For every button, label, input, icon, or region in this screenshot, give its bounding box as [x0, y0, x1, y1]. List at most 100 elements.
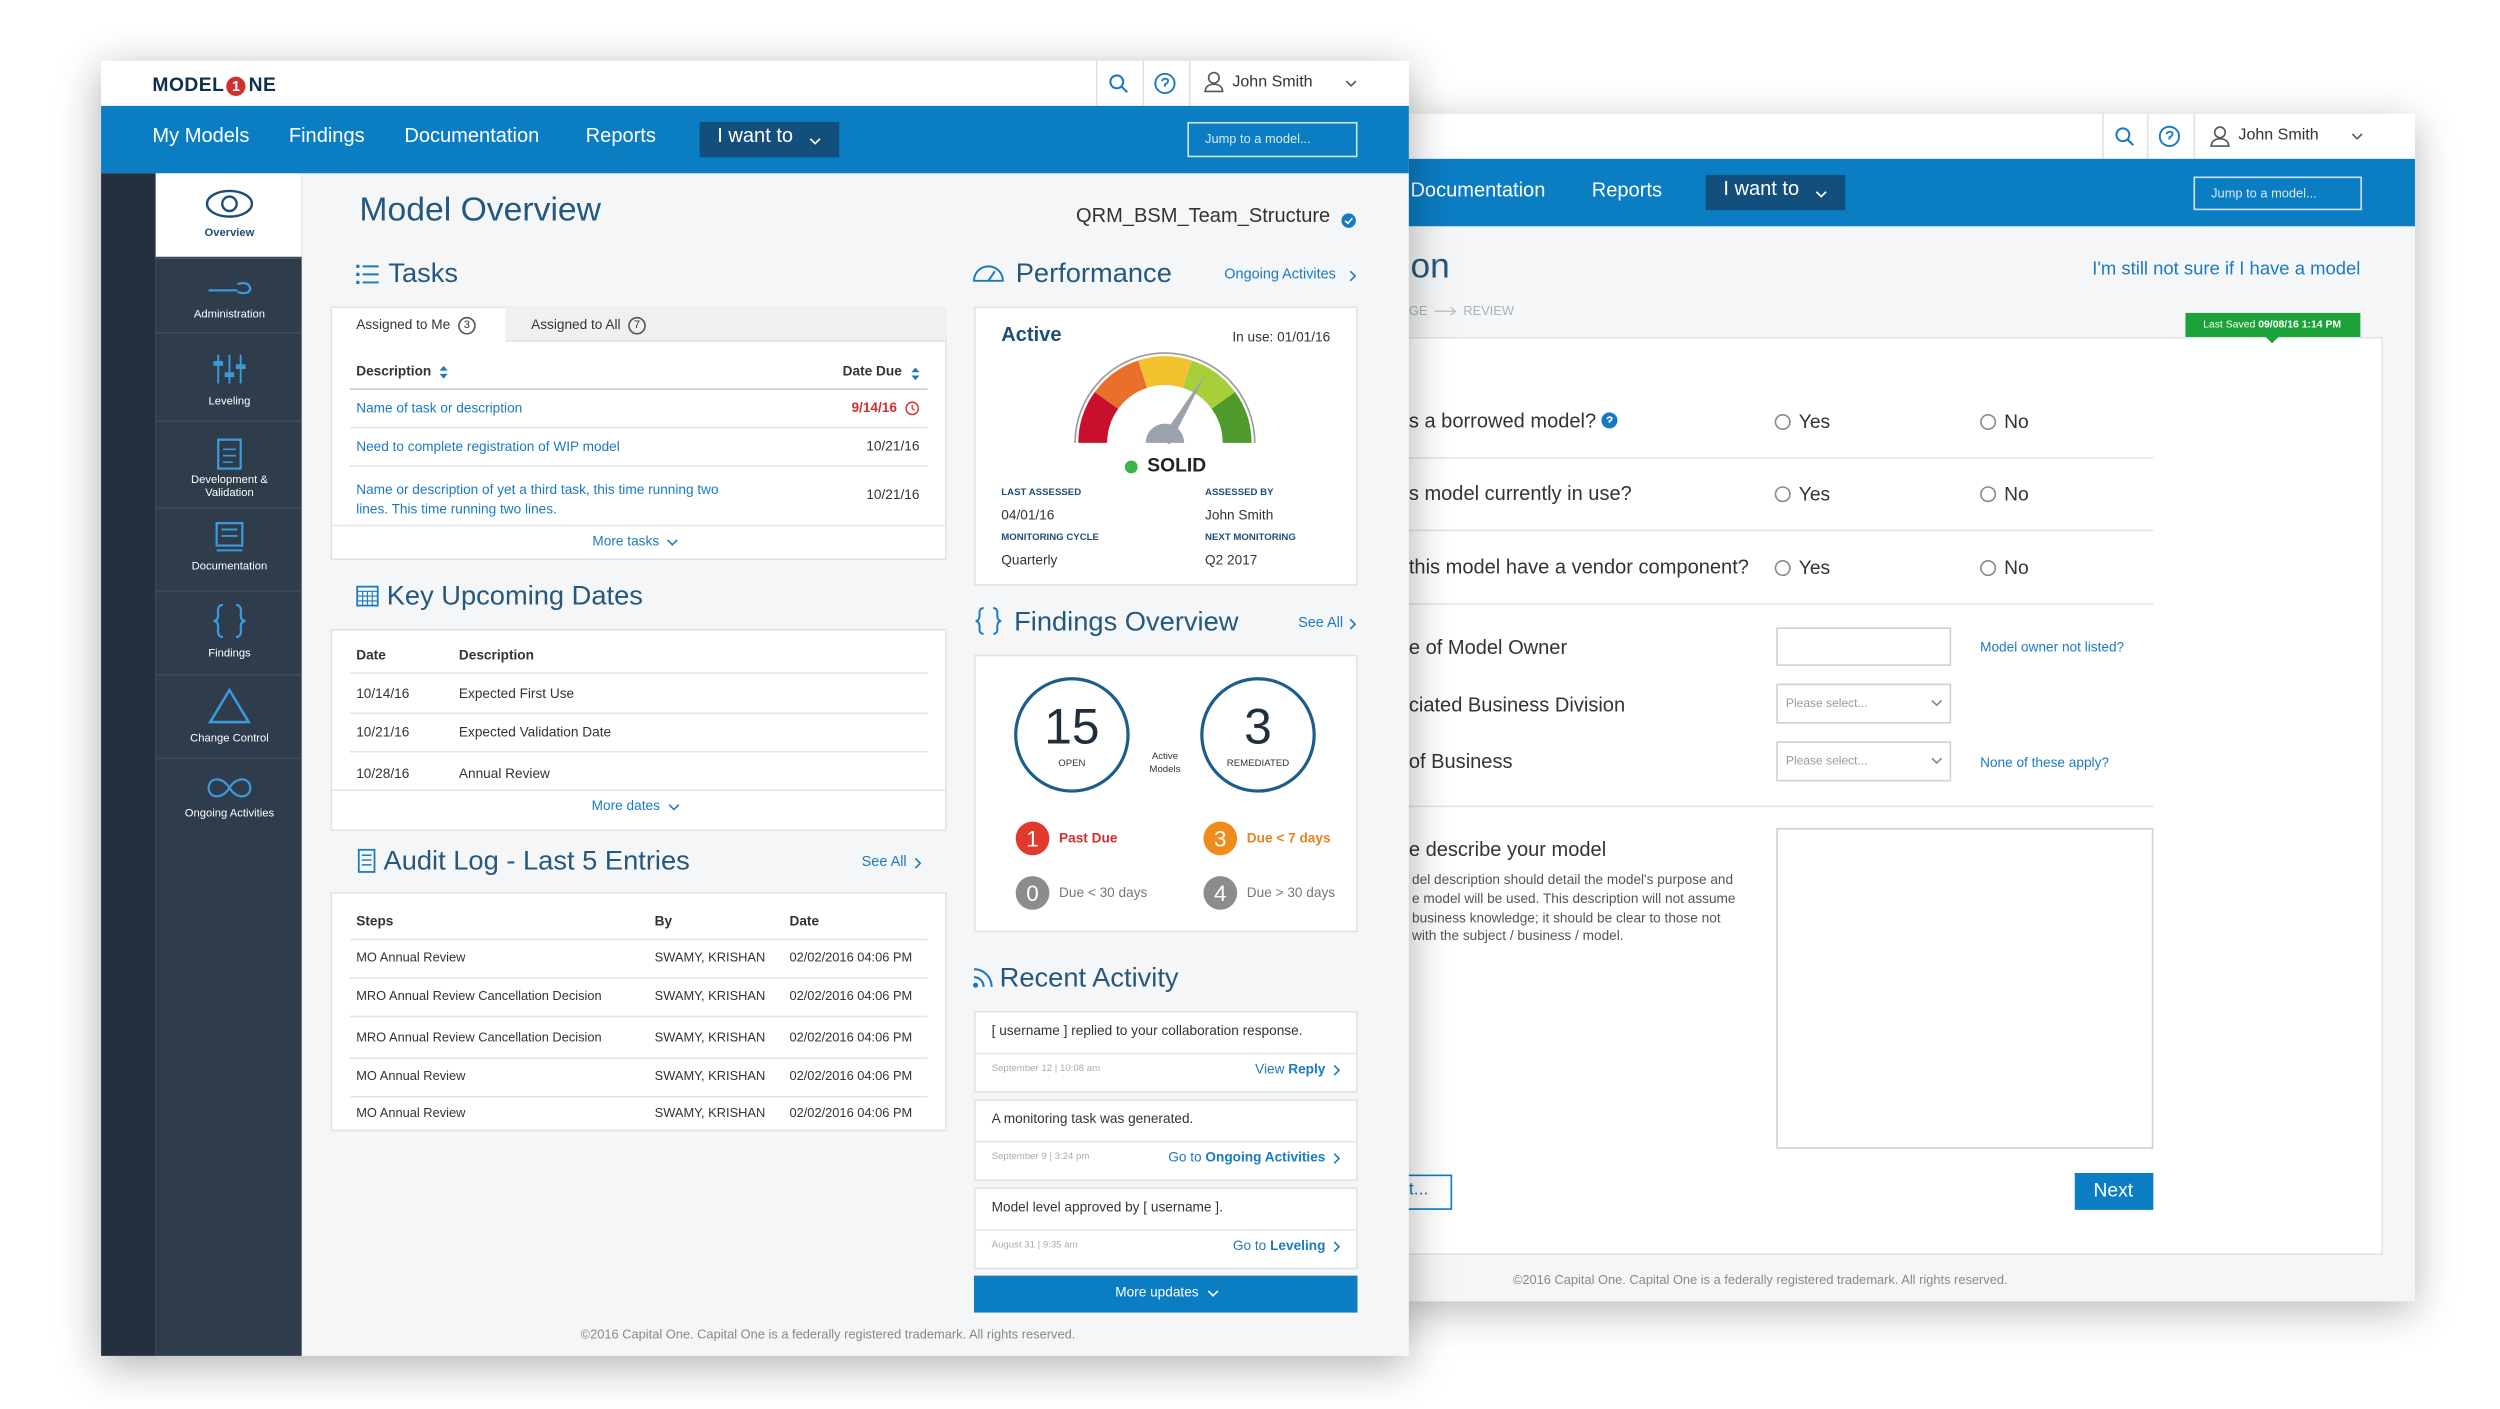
jump-placeholder[interactable]: Jump to a model...	[1205, 131, 1311, 147]
due-label[interactable]: Due < 7 days	[1246, 829, 1331, 846]
next-button[interactable]	[2074, 1172, 2154, 1210]
menu-label[interactable]: I want to	[717, 124, 794, 147]
menu-button[interactable]	[699, 121, 840, 158]
more-link[interactable]: More dates	[591, 797, 660, 814]
nav-item[interactable]: My Models	[152, 124, 250, 147]
text-part[interactable]: 1	[226, 76, 246, 96]
findings-ring[interactable]	[1200, 677, 1316, 793]
select[interactable]	[1776, 683, 1952, 724]
select[interactable]	[1776, 741, 1952, 782]
help-link[interactable]: I'm still not sure if I have a model	[2092, 260, 2361, 280]
jump-placeholder[interactable]: Jump to a model...	[2211, 186, 2317, 201]
audit-cell: 02/02/2016 04:06 PM	[789, 1068, 913, 1084]
text-part[interactable]: Reply	[1288, 1060, 1326, 1077]
menu-label[interactable]: I want to	[1723, 177, 1800, 200]
see-all-link[interactable]: See All	[861, 853, 907, 870]
tab-label[interactable]: Assigned to Me	[356, 315, 451, 333]
nav-item[interactable]: Reports	[585, 124, 656, 147]
divider	[349, 1095, 928, 1098]
audit-cell: MRO Annual Review Cancellation Decision	[356, 1030, 602, 1045]
user-name[interactable]: John Smith	[2238, 126, 2319, 145]
nav-item[interactable]: Documentation	[404, 124, 540, 147]
sidebar-item[interactable]: Ongoing Activities	[184, 808, 275, 820]
sidebar-item[interactable]: Documentation	[191, 561, 268, 573]
more-updates-button[interactable]	[973, 1275, 1358, 1313]
nav-item[interactable]: Reports	[1591, 178, 1663, 202]
text-part[interactable]: MODEL	[152, 73, 225, 96]
radio[interactable]	[1774, 486, 1791, 503]
due-label[interactable]: Due < 30 days	[1059, 883, 1148, 901]
sidebar-item[interactable]: Overview	[204, 227, 255, 240]
radio-label[interactable]: No	[2004, 410, 2029, 433]
radio-label[interactable]: Yes	[1798, 556, 1831, 579]
text-part[interactable]: NE	[248, 73, 277, 96]
text-part[interactable]: Leveling	[1270, 1236, 1326, 1254]
user-name[interactable]: John Smith	[1232, 73, 1313, 92]
sidebar-icon	[215, 521, 244, 552]
activity-card	[973, 1099, 1358, 1181]
task-link[interactable]: Need to complete registration of WIP mod…	[356, 438, 620, 455]
tab-inactive[interactable]	[505, 306, 947, 342]
activity-link[interactable]: Go to Leveling	[1233, 1237, 1326, 1253]
more-updates-label[interactable]: More updates	[1115, 1283, 1199, 1300]
text-part[interactable]: Go to	[1168, 1148, 1202, 1165]
nav-item[interactable]: Findings	[288, 124, 365, 147]
tab-count[interactable]: 7	[628, 316, 646, 335]
more-link[interactable]: More tasks	[592, 532, 660, 549]
text-part[interactable]: Ongoing Activities	[1205, 1148, 1326, 1165]
radio-label[interactable]: Yes	[1798, 482, 1831, 506]
field-link[interactable]: Model owner not listed?	[1980, 638, 2125, 655]
task-date: 9/14/16	[851, 399, 897, 416]
sidebar-item[interactable]: Development & Validation	[191, 474, 268, 500]
due-label[interactable]: Past Due	[1059, 829, 1118, 846]
activity-text: A monitoring task was generated.	[991, 1110, 1194, 1127]
findings-count: 3	[1244, 698, 1272, 755]
brand-logo[interactable]: MODEL 1 NE	[152, 73, 276, 96]
jump-input[interactable]	[1187, 121, 1358, 158]
sidebar-item[interactable]: Leveling	[208, 396, 251, 408]
sidebar-item[interactable]: Change Control	[190, 733, 269, 745]
activity-meta: August 31 | 9:35 am	[991, 1241, 1078, 1251]
see-all-link[interactable]: See All	[1298, 613, 1344, 630]
radio[interactable]	[1980, 486, 1997, 503]
sidebar-item[interactable]: Administration	[193, 309, 266, 321]
radio[interactable]	[1774, 413, 1791, 431]
search-icon	[1109, 74, 1128, 94]
description-textarea[interactable]	[1776, 827, 2154, 1149]
task-link[interactable]: Name or description of yet a third task,…	[356, 481, 719, 517]
activity-link[interactable]: Go to Ongoing Activities	[1168, 1149, 1325, 1165]
text-part[interactable]: View	[1255, 1060, 1285, 1077]
divider	[155, 507, 302, 509]
activity-link[interactable]: View Reply	[1255, 1060, 1325, 1076]
sidebar-item[interactable]: Findings	[208, 648, 251, 660]
footer: ©2016 Capital One. Capital One is a fede…	[1512, 1272, 2008, 1288]
task-link[interactable]: Name of task or description	[356, 399, 523, 416]
select-placeholder[interactable]: Please select...	[1785, 753, 1868, 768]
tab-count[interactable]: 3	[458, 316, 476, 335]
audit-cell: 02/02/2016 04:06 PM	[789, 1030, 913, 1045]
radio-label[interactable]: No	[2004, 556, 2029, 579]
radio-label[interactable]: No	[2004, 482, 2029, 506]
divider	[973, 1140, 1358, 1143]
chevron	[1349, 270, 1357, 282]
due-label[interactable]: Due > 30 days	[1246, 883, 1336, 901]
radio[interactable]	[1774, 560, 1791, 577]
footer: ©2016 Capital One. Capital One is a fede…	[580, 1327, 1076, 1342]
sidebar-icon	[208, 281, 252, 295]
select-placeholder[interactable]: Please select...	[1785, 695, 1868, 711]
text-part[interactable]: Go to	[1232, 1236, 1267, 1254]
nav-item[interactable]: Documentation	[1410, 178, 1546, 202]
field-link[interactable]: None of these apply?	[1980, 754, 2109, 771]
due-badge	[1015, 876, 1050, 910]
radio[interactable]	[1980, 560, 1997, 577]
findings-ring[interactable]	[1014, 677, 1130, 793]
next-button-label[interactable]: Next	[2093, 1179, 2134, 1202]
radio[interactable]	[1980, 413, 1997, 431]
section-link[interactable]: Ongoing Activites	[1224, 265, 1336, 282]
jump-input[interactable]	[2193, 176, 2362, 211]
tab-label[interactable]: Assigned to All	[531, 315, 621, 333]
owner-input[interactable]	[1776, 627, 1952, 666]
radio-label[interactable]: Yes	[1798, 410, 1831, 433]
menu-button[interactable]	[1705, 174, 1846, 211]
back-button-label[interactable]: t...	[1408, 1180, 1429, 1200]
